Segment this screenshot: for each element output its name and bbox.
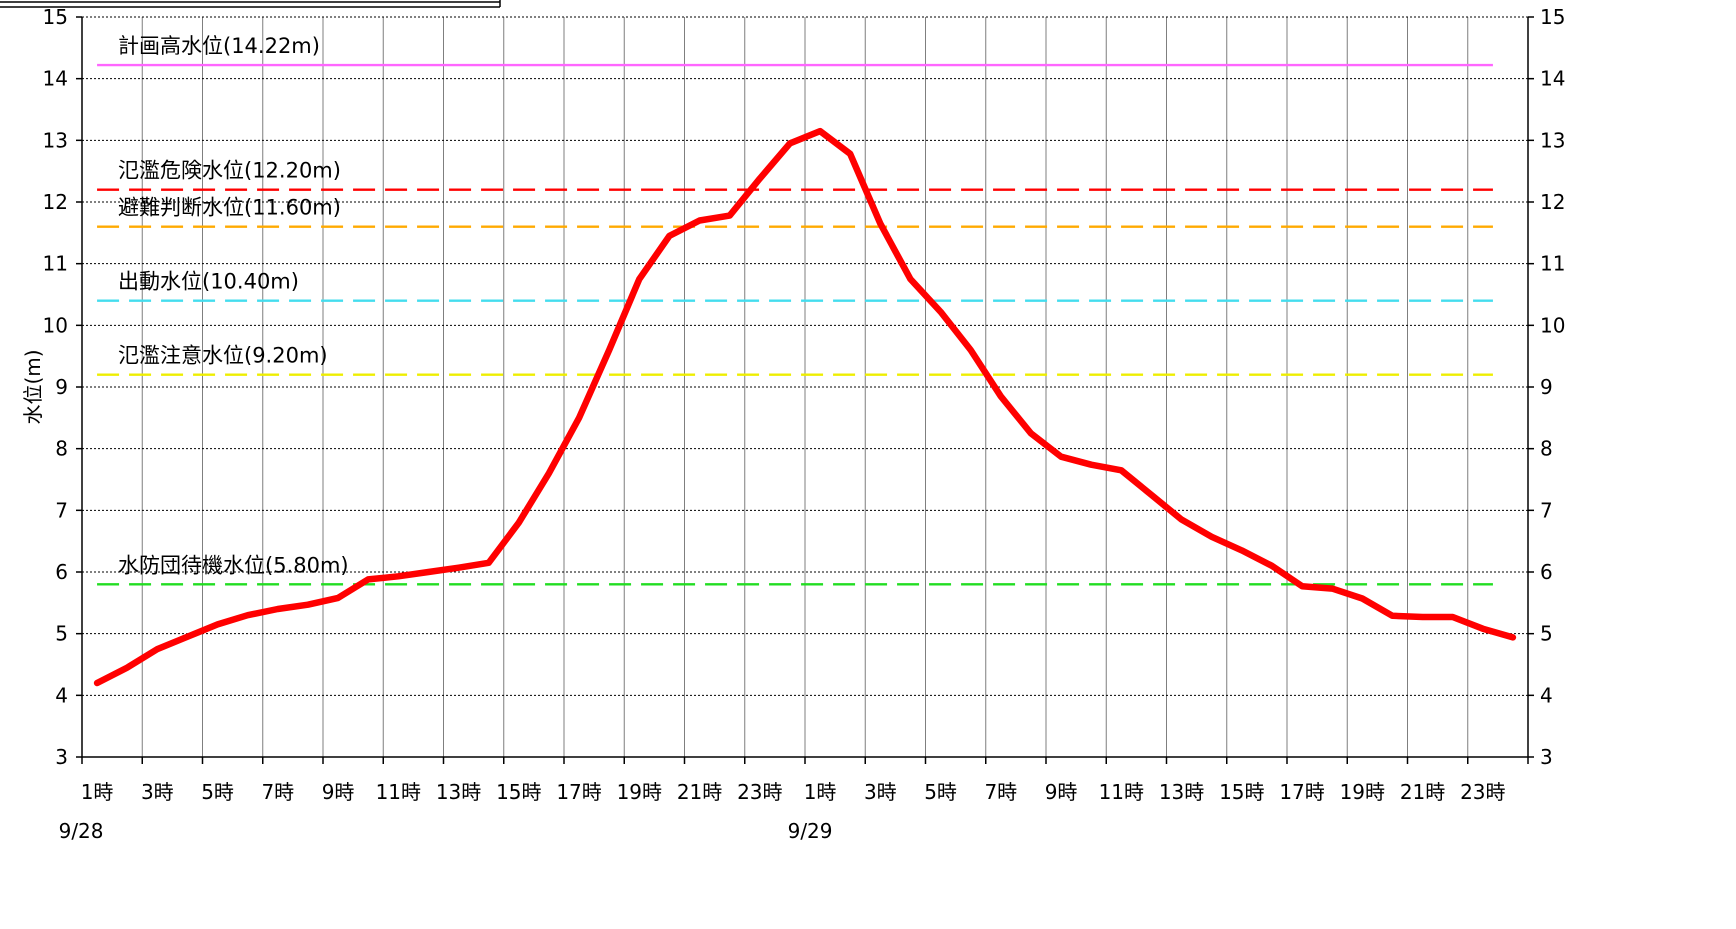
x-tick-label: 1時 (81, 780, 114, 804)
y-tick-label-right: 10 (1540, 313, 1565, 337)
reference-line-label: 水防団待機水位(5.80m) (118, 553, 349, 577)
x-tick-label: 7時 (261, 780, 294, 804)
y-tick-label-right: 9 (1540, 375, 1553, 399)
y-tick-label-right: 15 (1540, 5, 1565, 29)
y-tick-label-left: 10 (43, 313, 68, 337)
x-tick-label: 9時 (322, 780, 355, 804)
y-axis-right-ticks: 3 4 5 6 7 8 9 10 11 12 13 14 15 (1528, 5, 1565, 769)
x-tick-label: 1時 (804, 780, 837, 804)
x-tick-label: 17時 (1279, 780, 1324, 804)
y-tick-label-right: 12 (1540, 190, 1565, 214)
x-tick-label: 9時 (1045, 780, 1078, 804)
y-tick-label-right: 3 (1540, 745, 1553, 769)
y-tick-label-right: 8 (1540, 437, 1553, 461)
y-tick-label-left: 8 (55, 437, 68, 461)
x-tick-label: 21時 (677, 780, 722, 804)
y-tick-label-left: 12 (43, 190, 68, 214)
y-tick-label-left: 13 (43, 128, 68, 152)
x-tick-label: 11時 (1099, 780, 1144, 804)
x-tick-label: 3時 (864, 780, 897, 804)
y-tick-label-left: 14 (43, 67, 68, 91)
x-tick-label: 11時 (376, 780, 421, 804)
reference-line-label: 氾濫危険水位(12.20m) (118, 159, 341, 183)
date-label: 9/28 (59, 819, 104, 843)
x-tick-label: 15時 (1219, 780, 1264, 804)
horizontal-gridlines (82, 16, 1528, 696)
y-tick-label-right: 11 (1540, 252, 1565, 276)
y-tick-label-left: 6 (55, 560, 68, 584)
reference-lines (97, 63, 1493, 586)
reference-line-label: 出動水位(10.40m) (118, 270, 299, 294)
y-tick-label-right: 7 (1540, 498, 1553, 522)
y-tick-label-left: 5 (55, 622, 68, 646)
x-tick-label: 19時 (1340, 780, 1385, 804)
x-tick-label: 5時 (201, 780, 234, 804)
y-tick-label-left: 3 (55, 745, 68, 769)
y-tick-label-left: 11 (43, 252, 68, 276)
y-tick-label-right: 14 (1540, 67, 1565, 91)
y-tick-label-right: 4 (1540, 683, 1553, 707)
y-tick-label-right: 13 (1540, 128, 1565, 152)
x-tick-label: 13時 (436, 780, 481, 804)
x-tick-label: 19時 (617, 780, 662, 804)
x-tick-label: 21時 (1400, 780, 1445, 804)
plot-frame-decoration (0, 0, 501, 8)
x-tick-label: 3時 (141, 780, 174, 804)
reference-line-label: 計画高水位(14.22m) (118, 34, 320, 58)
x-tick-label: 13時 (1159, 780, 1204, 804)
y-tick-label-left: 15 (43, 5, 68, 29)
date-label: 9/29 (788, 819, 833, 843)
series-line (93, 127, 1517, 687)
y-axis-title: 水位(m) (21, 349, 45, 424)
x-tick-label: 15時 (496, 780, 541, 804)
vertical-gridlines (141, 17, 1469, 757)
water-level-series (93, 127, 1517, 687)
y-tick-label-left: 7 (55, 498, 68, 522)
x-tick-label: 5時 (924, 780, 957, 804)
y-tick-label-right: 6 (1540, 560, 1553, 584)
x-tick-label: 23時 (1460, 780, 1505, 804)
x-tick-label: 17時 (556, 780, 601, 804)
date-labels: 9/28 9/29 (59, 819, 833, 843)
y-tick-label-right: 5 (1540, 622, 1553, 646)
y-tick-label-left: 9 (55, 375, 68, 399)
reference-line-labels: 計画高水位(14.22m) 氾濫危険水位(12.20m) 避難判断水位(11.60m… (118, 34, 349, 577)
reference-line-label: 避難判断水位(11.60m) (118, 196, 341, 220)
reference-line-label: 氾濫注意水位(9.20m) (118, 344, 328, 368)
y-tick-label-left: 4 (55, 683, 68, 707)
x-tick-label: 7時 (984, 780, 1017, 804)
x-tick-label: 23時 (737, 780, 782, 804)
y-axis-left-ticks: 3 4 5 6 7 8 9 10 11 12 13 14 15 (43, 5, 82, 769)
x-axis-ticks: 1時 3時 5時 7時 9時 11時 13時 15時 17時 19時 21時 23時 1時 3時 5時 7時 9… (81, 757, 1529, 804)
